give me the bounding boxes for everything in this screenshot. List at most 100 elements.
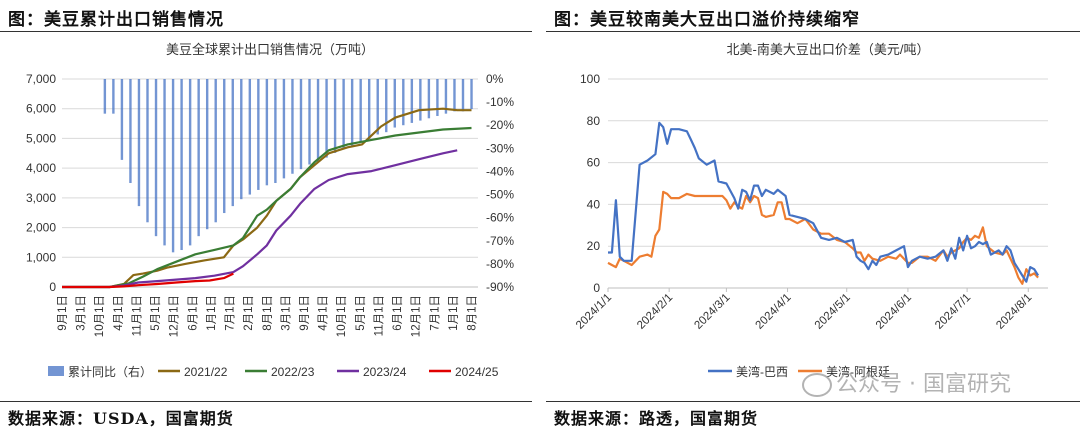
bar-yoy [470, 79, 473, 110]
y-tick-label: 6,000 [26, 102, 56, 116]
bar-yoy [342, 79, 345, 149]
bar-yoy [282, 79, 286, 179]
y2-tick-label: -20% [486, 118, 514, 132]
bar-yoy [359, 79, 362, 142]
y-tick-label: 5,000 [26, 131, 56, 145]
left-source-rule [0, 401, 532, 402]
bar-yoy [444, 79, 448, 114]
bar-yoy [223, 79, 226, 214]
bar-yoy [214, 79, 217, 223]
bar-yoy [129, 79, 132, 183]
chart-title: 北美-南美大豆出口价差（美元/吨） [727, 42, 930, 57]
x-tick-label: 5月1日 [355, 295, 367, 331]
y2-tick-label: -50% [486, 188, 514, 202]
right-source-rule [546, 401, 1080, 402]
y2-tick-label: -60% [486, 211, 514, 225]
series-line [62, 107, 472, 289]
x-tick-label: 10月1日 [94, 295, 106, 337]
x-tick-label: 8月1日 [467, 295, 479, 331]
left-figure-title: 图：美豆累计出口销售情况 [8, 10, 224, 30]
bar-yoy [402, 79, 405, 126]
bar-yoy [137, 79, 141, 207]
series-line [62, 126, 472, 289]
y2-tick-label: -90% [486, 280, 514, 294]
bar-yoy [231, 79, 234, 207]
x-tick-label: 2024/3/1 [692, 292, 732, 332]
x-tick-label: 2024/7/1 [933, 292, 973, 332]
bar-yoy [427, 79, 431, 119]
x-tick-label: 10月1日 [336, 295, 348, 337]
bar-yoy [461, 79, 465, 112]
bar-yoy [163, 79, 166, 246]
bar-yoy [120, 79, 124, 160]
bar-yoy [367, 79, 371, 140]
bar-yoy [257, 79, 260, 190]
x-tick-label: 1月1日 [448, 295, 460, 331]
y-tick-label: 80 [587, 114, 601, 128]
y-tick-label: 4,000 [26, 161, 56, 175]
x-tick-label: 1月1日 [206, 295, 218, 331]
x-tick-label: 11月1日 [373, 295, 385, 336]
x-tick-label: 6月1日 [392, 295, 404, 331]
right-figure-title: 图：美豆较南美大豆出口溢价持续缩窄 [554, 10, 860, 30]
bar-yoy [410, 79, 414, 123]
bar-yoy [316, 79, 320, 163]
chart-title: 美豆全球累计出口销售情况（万吨） [166, 42, 374, 57]
x-tick-label: 3月1日 [76, 295, 88, 331]
legend-swatch [48, 366, 64, 376]
y-tick-label: 2,000 [26, 221, 56, 235]
x-tick-label: 12月1日 [169, 295, 181, 337]
watermark: 公众号 · 国富研究 [802, 366, 1011, 398]
wechat-icon [802, 373, 832, 397]
y-tick-label: 1,000 [26, 250, 56, 264]
bar-yoy [376, 79, 379, 135]
x-tick-label: 11月1日 [131, 295, 143, 336]
y-tick-label: 0 [593, 281, 600, 295]
bar-yoy [325, 79, 328, 158]
price-spread-chart: 北美-南美大豆出口价差（美元/吨） 0 20 40 60 80 100 2024/1/1 202… [574, 42, 1048, 379]
x-tick-label: 6月1日 [187, 295, 199, 331]
x-tick-label: 12月1日 [411, 295, 423, 337]
x-tick-label: 3月1日 [280, 295, 292, 331]
y2-tick-label: -40% [486, 164, 514, 178]
legend-label: 2021/22 [184, 365, 228, 379]
legend-label: 2024/25 [455, 365, 499, 379]
bar-yoy [299, 79, 303, 170]
bar-yoy [265, 79, 269, 186]
y-tick-label: 3,000 [26, 191, 56, 205]
bar-yoy [103, 79, 107, 114]
bar-yoy [350, 79, 354, 147]
x-tick-label: 5月1日 [150, 295, 162, 331]
x-tick-label: 2月1日 [243, 295, 255, 331]
bar-yoy [112, 79, 115, 114]
x-tick-label: 4月1日 [113, 295, 125, 331]
bar-yoy [248, 79, 252, 195]
y-tick-label: 60 [587, 156, 601, 170]
x-tick-label: 8月1日 [262, 295, 274, 331]
x-tick-label: 9月1日 [57, 295, 69, 331]
y-tick-label: 100 [580, 72, 600, 86]
x-tick-label: 4月1日 [318, 295, 330, 331]
bar-yoy [146, 79, 149, 223]
x-tick-label: 9月1日 [299, 295, 311, 331]
x-tick-label: 2024/1/1 [574, 292, 614, 332]
bar-yoy [333, 79, 337, 153]
right-figure-panel: 图：美豆较南美大豆出口溢价持续缩窄 北美-南美大豆出口价差（美元/吨） 0 20 40… [546, 0, 1080, 431]
x-tick-label: 7月1日 [225, 295, 237, 331]
right-title-rule [546, 31, 1080, 32]
y-tick-label: 20 [587, 239, 601, 253]
y-tick-label: 0 [49, 280, 56, 294]
y2-tick-label: -70% [486, 234, 514, 248]
series-line [62, 149, 458, 289]
legend-label: 2022/23 [271, 365, 315, 379]
legend-label: 累计同比（右） [68, 364, 152, 379]
bar-yoy [197, 79, 200, 237]
watermark-text: 公众号 · 国富研究 [836, 372, 1011, 397]
bar-yoy [171, 79, 175, 253]
bar-yoy [419, 79, 422, 121]
bar-yoy [180, 79, 183, 251]
bar-yoy [436, 79, 439, 116]
x-tick-label: 2024/8/1 [994, 292, 1034, 332]
x-tick-label: 2024/5/1 [813, 292, 853, 332]
bar-yoy [240, 79, 243, 200]
